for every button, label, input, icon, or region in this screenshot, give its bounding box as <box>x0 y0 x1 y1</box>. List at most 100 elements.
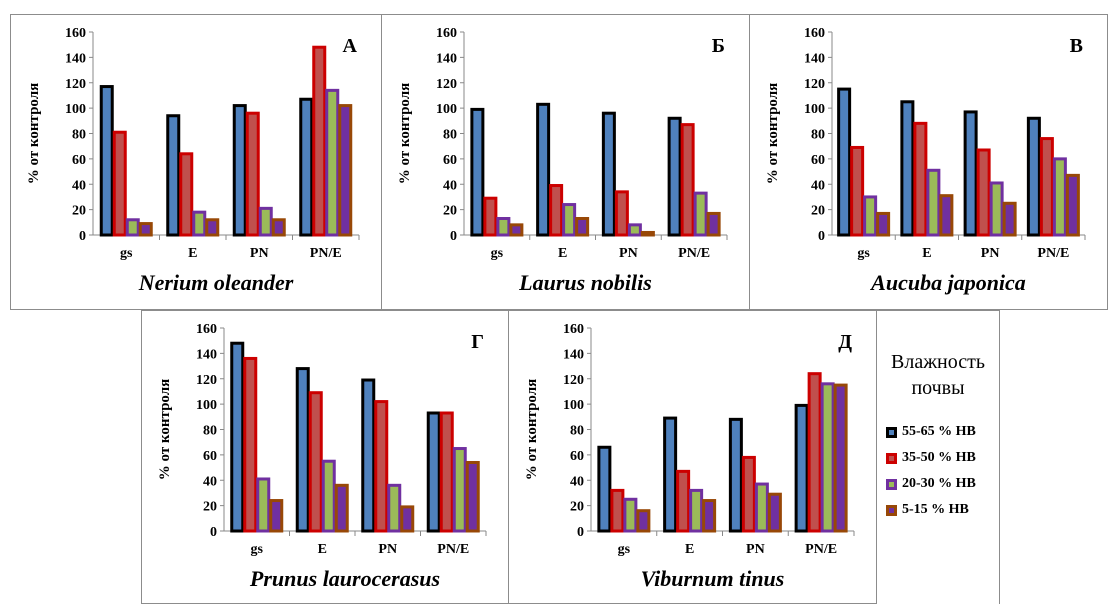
legend-label: 5-15 % HB <box>902 502 969 517</box>
bar-5-15-hb-pn-e <box>706 211 721 237</box>
bar-20-30-hb-gs <box>623 497 638 533</box>
bar-55-65-hb-pn-e <box>794 403 809 533</box>
bar-35-50-hb-pn-e <box>439 411 454 533</box>
x-tick-label: gs <box>251 542 264 557</box>
bar-5-15-hb-e <box>702 499 717 533</box>
y-tick-label: 100 <box>196 398 217 413</box>
y-tick-label: 160 <box>563 322 584 337</box>
bar-55-65-hb-e <box>536 102 551 237</box>
y-tick-label: 20 <box>203 500 217 515</box>
bar-5-15-hb-pn <box>271 218 286 237</box>
chart-title: Laurus nobilis <box>518 270 652 295</box>
bar-20-30-hb-e <box>192 210 207 237</box>
chart-panel-v: 0 20 40 60 80 100 120 140 160 % от контроля gs E PN P… <box>749 14 1108 310</box>
bar-5-15-hb-gs <box>509 223 524 237</box>
bar-55-65-hb-pn <box>963 110 978 237</box>
x-tick-label: PN/E <box>437 542 469 557</box>
y-tick-label: 140 <box>196 347 217 362</box>
bar-55-65-hb-gs <box>597 445 612 533</box>
bar-55-65-hb-e <box>166 114 181 237</box>
bar-55-65-hb-pn-e <box>1026 116 1041 237</box>
y-tick-label: 120 <box>804 77 825 92</box>
bar-5-15-hb-pn <box>767 492 782 533</box>
bar-20-30-hb-pn <box>989 181 1004 237</box>
y-tick-label: 0 <box>577 525 584 540</box>
y-axis-label: % от контроля <box>26 83 42 184</box>
y-tick-label: 40 <box>72 178 86 193</box>
chart-title: Viburnum tinus <box>641 566 785 591</box>
panel-letter: Д <box>838 331 852 353</box>
bar-55-65-hb-e <box>900 100 915 237</box>
x-tick-label: PN <box>378 542 397 557</box>
y-tick-label: 20 <box>443 204 457 219</box>
legend-item-1: 35-50 % HB <box>886 450 976 466</box>
chart-panel-d: 0 20 40 60 80 100 120 140 160 % от контроля gs E PN P… <box>508 310 877 604</box>
chart-panel-g: 0 20 40 60 80 100 120 140 160 % от контроля gs E PN P… <box>141 310 509 604</box>
y-tick-label: 80 <box>72 128 86 143</box>
x-tick-label: gs <box>857 246 870 261</box>
bar-35-50-hb-pn-e <box>680 123 695 237</box>
bar-35-50-hb-e <box>179 152 194 237</box>
bar-20-30-hb-gs <box>863 195 878 237</box>
y-tick-label: 0 <box>79 229 86 244</box>
bar-5-15-hb-pn <box>400 505 415 533</box>
x-tick-label: gs <box>120 246 133 261</box>
y-tick-label: 160 <box>196 322 217 337</box>
bar-55-65-hb-gs <box>837 87 852 237</box>
bar-5-15-hb-pn <box>640 230 655 237</box>
y-tick-label: 60 <box>570 449 584 464</box>
y-tick-label: 120 <box>65 77 86 92</box>
bar-35-50-hb-gs <box>610 488 625 533</box>
bar-55-65-hb-e <box>663 416 678 533</box>
bar-5-15-hb-pn-e <box>338 104 353 237</box>
x-tick-label: E <box>318 542 327 557</box>
bar-55-65-hb-pn <box>232 104 247 237</box>
bar-55-65-hb-e <box>295 367 310 533</box>
x-tick-label: PN <box>250 246 269 261</box>
bar-5-15-hb-pn-e <box>1065 173 1080 237</box>
y-tick-label: 120 <box>563 373 584 388</box>
y-tick-label: 40 <box>570 474 584 489</box>
y-tick-label: 120 <box>436 77 457 92</box>
bar-35-50-hb-pn <box>245 111 260 237</box>
y-tick-label: 60 <box>203 449 217 464</box>
panel-letter: А <box>343 35 358 57</box>
x-tick-label: PN/E <box>805 542 837 557</box>
x-tick-label: E <box>558 246 567 261</box>
bar-35-50-hb-pn <box>614 190 629 237</box>
y-tick-label: 40 <box>443 178 457 193</box>
bar-5-15-hb-gs <box>138 222 153 237</box>
bar-35-50-hb-pn <box>741 455 756 533</box>
y-axis-label: % от контроля <box>765 83 781 184</box>
bar-55-65-hb-pn-e <box>426 411 441 533</box>
legend-swatch <box>886 478 897 490</box>
panel-letter: Г <box>471 331 484 353</box>
bar-55-65-hb-pn <box>601 111 616 237</box>
bar-55-65-hb-pn <box>728 417 743 533</box>
bar-20-30-hb-e <box>562 203 577 237</box>
y-tick-label: 40 <box>203 474 217 489</box>
y-tick-label: 160 <box>436 26 457 41</box>
y-tick-label: 100 <box>65 102 86 117</box>
y-tick-label: 140 <box>65 51 86 66</box>
legend-label: 20-30 % HB <box>902 476 976 491</box>
bar-35-50-hb-gs <box>483 196 498 237</box>
bar-5-15-hb-gs <box>876 211 891 237</box>
chart-svg: 0 20 40 60 80 100 120 140 160 % от контроля gs E PN P… <box>765 26 1086 295</box>
bar-35-50-hb-pn <box>976 148 991 237</box>
bar-20-30-hb-pn-e <box>325 88 340 237</box>
bar-20-30-hb-pn-e <box>693 191 708 237</box>
bar-35-50-hb-pn-e <box>1039 137 1054 237</box>
bar-35-50-hb-pn-e <box>312 45 327 237</box>
bar-55-65-hb-pn-e <box>299 97 314 237</box>
bar-55-65-hb-gs <box>470 107 485 237</box>
chart-title: Aucuba japonica <box>869 270 1026 295</box>
y-tick-label: 20 <box>72 204 86 219</box>
bar-5-15-hb-e <box>205 218 220 237</box>
legend-swatch <box>886 504 897 516</box>
y-tick-label: 100 <box>563 398 584 413</box>
bar-20-30-hb-pn <box>258 206 273 237</box>
y-tick-label: 100 <box>804 102 825 117</box>
chart-panel-b: 0 20 40 60 80 100 120 140 160 % от контроля gs E PN P… <box>381 14 750 310</box>
x-tick-label: PN <box>619 246 638 261</box>
